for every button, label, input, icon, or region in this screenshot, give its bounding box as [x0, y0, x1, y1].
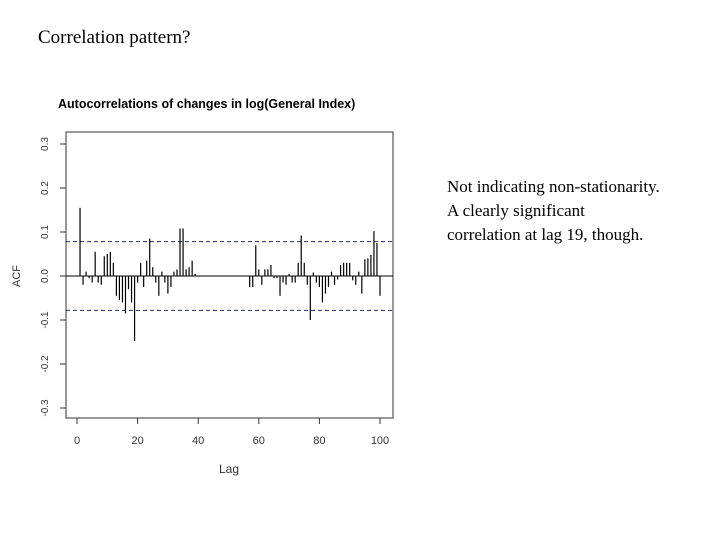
note-line: Not indicating non-stationarity.: [447, 177, 660, 196]
chart-title: Autocorrelations of changes in log(Gener…: [58, 97, 355, 111]
y-tick-label: 0.2: [40, 181, 51, 195]
slide-title: Correlation pattern?: [38, 27, 191, 48]
x-tick-label: 40: [192, 435, 204, 447]
reference-lines: [66, 241, 393, 311]
x-tick-label: 20: [131, 435, 143, 447]
y-tick-label: -0.2: [40, 355, 51, 373]
note-line: correlation at lag 19, though.: [447, 225, 644, 244]
x-tick-label: 80: [313, 435, 325, 447]
acf-bars: [79, 207, 381, 342]
y-tick-label: -0.1: [40, 311, 51, 329]
plot-frame: [65, 131, 394, 419]
y-axis-label: ACF: [11, 265, 23, 287]
x-tick-label: 100: [371, 435, 389, 447]
x-axis: 0 20 40 60 80 100: [74, 418, 389, 447]
x-tick-label: 0: [74, 435, 80, 447]
y-tick-label: 0.1: [40, 225, 51, 239]
x-axis-label: Lag: [219, 462, 239, 476]
y-tick-label: -0.3: [40, 399, 51, 417]
slide-notes: Not indicating non-stationarity. A clear…: [447, 175, 660, 247]
y-tick-label: 0.3: [40, 137, 51, 151]
note-line: A clearly significant: [447, 201, 585, 220]
x-tick-label: 60: [253, 435, 265, 447]
y-axis: -0.3 -0.2 -0.1 0.0 0.1 0.2 0.3: [40, 137, 66, 417]
y-tick-label: 0.0: [40, 269, 51, 283]
